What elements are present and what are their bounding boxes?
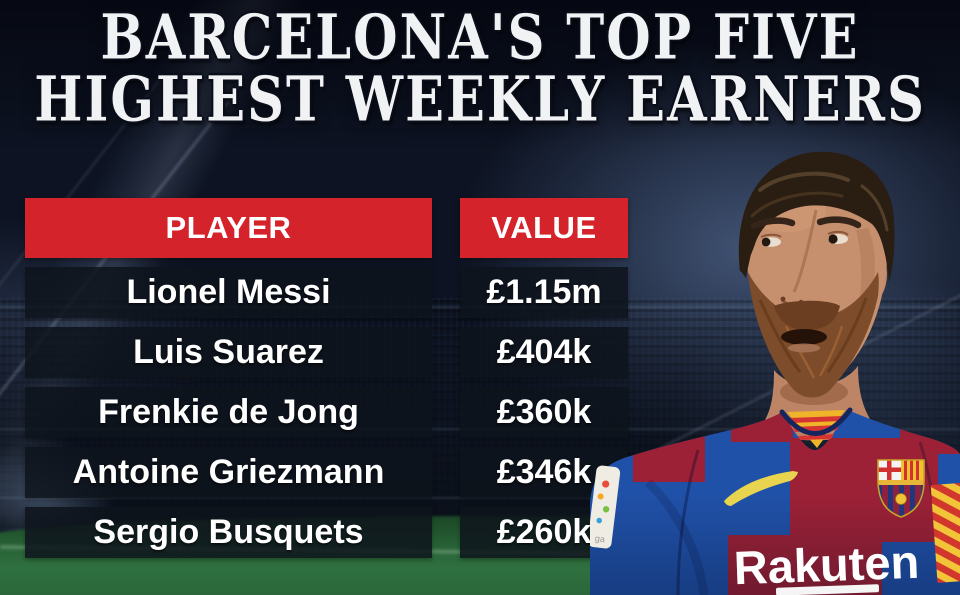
messi-head (738, 151, 895, 398)
column-header-player: PLAYER (25, 198, 432, 258)
shirt-sponsor-text: Rakuten (733, 535, 920, 594)
player-name: Lionel Messi (25, 267, 432, 318)
player-name: Frenkie de Jong (25, 387, 432, 438)
svg-text:ga: ga (594, 533, 605, 544)
player-name: Luis Suarez (25, 327, 432, 378)
player-name: Sergio Busquets (25, 507, 432, 558)
headline: BARCELONA'S TOP FIVE HIGHEST WEEKLY EARN… (0, 0, 960, 136)
earners-table: PLAYER VALUE Lionel Messi £1.15m Luis Su… (25, 198, 628, 558)
headline-line-1: BARCELONA'S TOP FIVE (100, 0, 860, 74)
headline-line-2: HIGHEST WEEKLY EARNERS (34, 61, 926, 136)
player-name: Antoine Griezmann (25, 447, 432, 498)
messi-photo: Rakuten ga (590, 151, 960, 595)
